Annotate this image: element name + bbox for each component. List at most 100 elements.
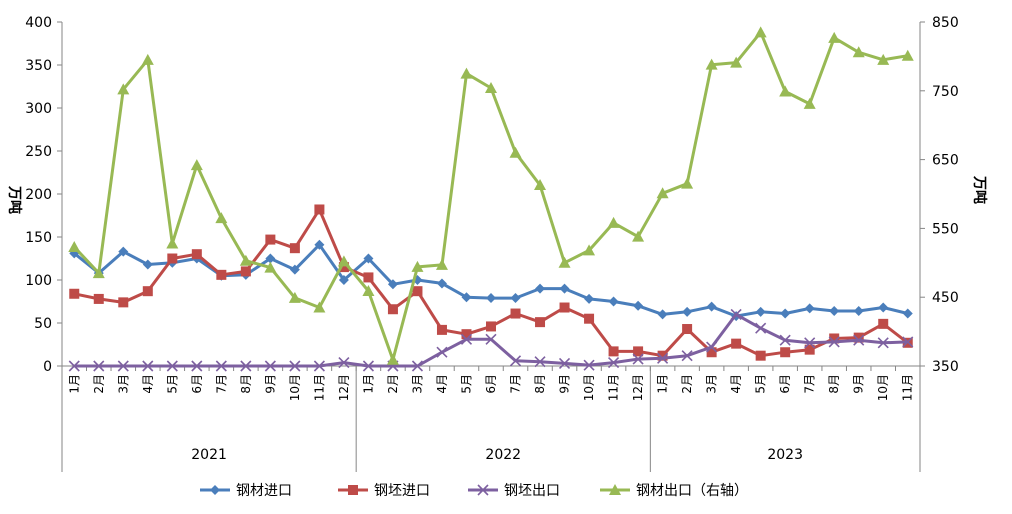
data-point bbox=[509, 355, 522, 367]
data-point bbox=[412, 286, 423, 297]
data-point bbox=[779, 334, 791, 346]
data-point bbox=[142, 360, 154, 372]
marker-stroke bbox=[509, 355, 522, 367]
data-point bbox=[435, 258, 448, 270]
legend-marker bbox=[210, 485, 220, 495]
data-point bbox=[338, 275, 349, 285]
data-point bbox=[583, 244, 596, 256]
x-tick-label: 8月 bbox=[239, 374, 253, 394]
series-line bbox=[73, 30, 908, 362]
marker-stroke bbox=[657, 352, 669, 364]
x-tick-label: 8月 bbox=[533, 374, 547, 394]
marker-stroke bbox=[755, 322, 767, 334]
data-point bbox=[853, 305, 864, 316]
data-point bbox=[314, 239, 325, 250]
data-point bbox=[608, 296, 619, 307]
x-tick-label: 2月 bbox=[386, 374, 400, 394]
data-point bbox=[681, 350, 693, 362]
marker-stroke bbox=[730, 308, 742, 320]
right-axis-label: 万吨 bbox=[971, 175, 988, 204]
marker-stroke bbox=[264, 360, 276, 372]
right-axis: 350 450 550 650 750 850 bbox=[920, 15, 959, 375]
data-point bbox=[118, 246, 129, 257]
x-tick-label: 12月 bbox=[631, 374, 645, 401]
marker-stroke bbox=[534, 356, 546, 368]
marker-stroke bbox=[558, 357, 571, 369]
marker-stroke bbox=[117, 360, 129, 372]
data-point bbox=[117, 83, 130, 95]
x-tick-label: 7月 bbox=[803, 374, 817, 394]
x-tick-label: 3月 bbox=[705, 374, 719, 394]
data-point bbox=[902, 308, 913, 319]
marker-stroke bbox=[804, 337, 816, 349]
data-point bbox=[92, 267, 105, 279]
data-point bbox=[485, 333, 497, 345]
data-point bbox=[803, 97, 816, 109]
data-point bbox=[166, 237, 179, 249]
marker-stroke bbox=[93, 360, 105, 372]
legend-label: 钢材进口 bbox=[236, 483, 292, 499]
data-point bbox=[190, 159, 203, 171]
marker-stroke bbox=[215, 360, 227, 372]
data-point bbox=[142, 286, 153, 297]
data-point bbox=[337, 255, 350, 267]
marker-stroke bbox=[362, 360, 374, 372]
data-point bbox=[485, 82, 497, 94]
series-layer bbox=[68, 26, 914, 372]
x-tick-label: 4月 bbox=[141, 374, 155, 394]
left-tick-label: 200 bbox=[25, 187, 52, 203]
x-tick-label: 1月 bbox=[67, 374, 81, 394]
data-point bbox=[878, 302, 889, 313]
data-point bbox=[314, 204, 325, 215]
x-tick-label: 7月 bbox=[509, 374, 523, 394]
data-point bbox=[706, 347, 717, 358]
data-point bbox=[657, 309, 668, 320]
year-group-label: 2022 bbox=[485, 447, 521, 463]
legend-item: 钢材进口 bbox=[200, 483, 292, 499]
x-tick-label: 2月 bbox=[92, 374, 106, 394]
data-point bbox=[780, 308, 791, 319]
data-point bbox=[363, 272, 374, 283]
x-tick-label: 11月 bbox=[312, 374, 326, 401]
x-tick-label: 1月 bbox=[361, 374, 375, 394]
right-tick-label: 850 bbox=[932, 15, 959, 31]
data-point bbox=[436, 324, 447, 335]
legend-label: 钢材出口（右轴） bbox=[636, 483, 748, 499]
data-point bbox=[780, 347, 791, 358]
data-point bbox=[682, 306, 693, 317]
data-point bbox=[363, 253, 374, 264]
data-point bbox=[584, 293, 595, 304]
data-point bbox=[534, 179, 547, 191]
left-tick-label: 150 bbox=[25, 230, 52, 246]
data-point bbox=[411, 260, 424, 272]
data-point bbox=[779, 85, 792, 97]
x-tick-label: 3月 bbox=[116, 374, 130, 394]
data-point bbox=[632, 353, 644, 365]
data-point bbox=[486, 321, 496, 332]
data-point bbox=[804, 303, 815, 314]
legend: 钢材进口 钢坯进口 钢坯出口 钢材出口（右轴） bbox=[200, 483, 748, 499]
legend-item: 钢坯出口 bbox=[468, 483, 560, 499]
marker-stroke bbox=[436, 346, 448, 358]
data-point bbox=[877, 337, 889, 349]
data-point bbox=[829, 305, 840, 316]
marker-stroke bbox=[460, 333, 473, 345]
data-point bbox=[313, 360, 325, 372]
x-tick-label: 7月 bbox=[214, 374, 228, 394]
legend-marker bbox=[477, 484, 489, 496]
data-point bbox=[804, 344, 815, 355]
series-4 bbox=[68, 26, 914, 365]
x-tick-label: 6月 bbox=[484, 374, 498, 394]
data-point bbox=[486, 293, 496, 304]
x-tick-label: 5月 bbox=[754, 374, 768, 394]
data-point bbox=[411, 360, 424, 372]
year-group-label: 2023 bbox=[767, 447, 803, 463]
x-axis: 1月 2月 3月 4月 5月 6月 7月 8月 9月 10月 11月 12月 1月 2月 3月 4月 5月 6月 7… bbox=[61, 366, 921, 472]
data-point bbox=[436, 278, 447, 289]
data-point bbox=[93, 360, 105, 372]
data-point bbox=[681, 177, 694, 189]
data-point bbox=[608, 356, 620, 369]
series-3 bbox=[68, 308, 914, 372]
marker-stroke bbox=[681, 350, 693, 362]
